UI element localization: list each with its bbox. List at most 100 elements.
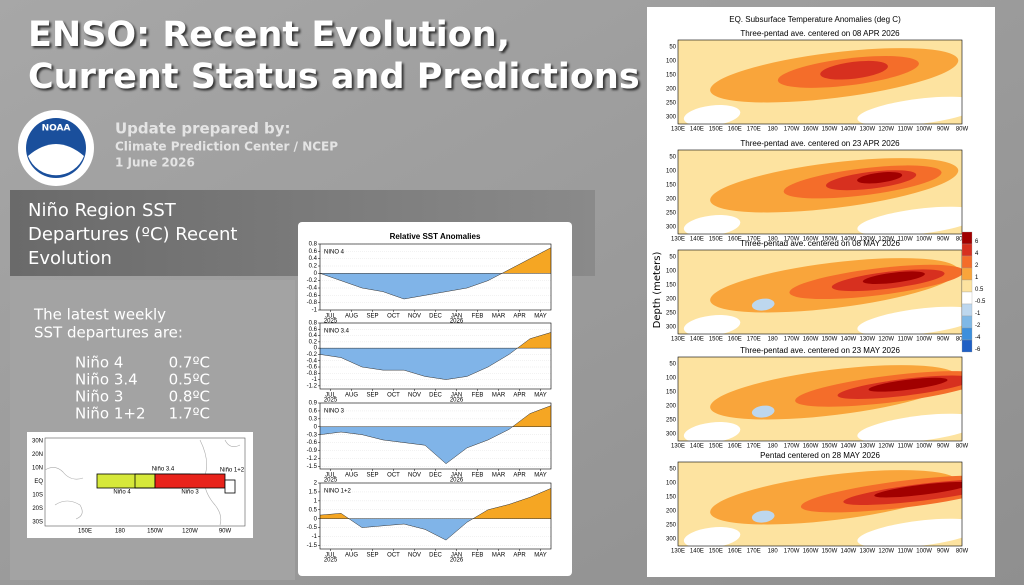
month-label: MAY: [534, 553, 547, 559]
heatmap: [678, 357, 962, 441]
anomaly-line: [319, 332, 552, 380]
lon-tick-label: 150E: [709, 444, 723, 450]
colorbar-cell: [961, 279, 973, 293]
depth-tick-label: 50: [669, 155, 676, 161]
month-label: APR: [513, 314, 526, 320]
lon-tick-label: 120W: [878, 444, 894, 450]
negative-area: [320, 273, 551, 299]
y-tick-label: 0: [314, 346, 318, 352]
y-tick-label: 1.5: [309, 489, 318, 495]
lon-tick-label: 180: [768, 444, 779, 450]
depth-tick-label: 100: [666, 59, 677, 65]
heat-blob: [857, 172, 903, 184]
lon-tick-label: 140W: [841, 549, 857, 555]
heat-blob: [874, 481, 962, 498]
chart-label: NINO 3: [324, 409, 345, 415]
y-tick-label: -0.9: [307, 448, 318, 454]
y-tick-label: 0: [314, 424, 318, 430]
heat-blob: [857, 306, 962, 334]
region-label: Niño 3: [181, 490, 199, 496]
coastline: [44, 439, 241, 526]
lon-tick-label: 100W: [916, 127, 932, 133]
month-label: JUL: [325, 473, 336, 479]
lon-tick-label: 150E: [709, 127, 723, 133]
sst-panel: [298, 222, 572, 576]
heat-blob: [683, 527, 741, 546]
y-tick-label: 0.2: [309, 339, 318, 345]
month-label: SEP: [366, 314, 378, 320]
month-label: DEC: [429, 553, 442, 559]
month-label: JAN: [451, 473, 462, 479]
lat-label: 10N: [32, 466, 43, 472]
heatmap: [678, 40, 962, 124]
lon-tick-label: 170W: [784, 444, 800, 450]
lon-tick-label: 130E: [671, 337, 685, 343]
y-tick-label: 0.9: [309, 401, 318, 407]
lon-tick-label: 180: [768, 337, 779, 343]
plot-frame: [677, 149, 963, 235]
y-tick-label: -0.2: [307, 278, 318, 284]
heat-blob: [857, 96, 962, 124]
lon-tick-label: 170E: [747, 549, 761, 555]
y-tick-label: -0.6: [307, 440, 318, 446]
lon-tick-label: 130W: [859, 337, 875, 343]
lon-tick-label: 160W: [803, 237, 819, 243]
nino-region: [154, 473, 226, 489]
year-label: 2026: [450, 319, 464, 325]
heat-blob: [868, 377, 948, 392]
month-label: MAY: [534, 393, 547, 399]
colorbar-cell: [961, 339, 973, 353]
y-tick-label: 2: [314, 481, 318, 487]
heat-blob: [857, 518, 962, 546]
lon-tick-label: 180: [768, 237, 779, 243]
lon-tick-label: 100W: [916, 237, 932, 243]
month-label: JAN: [451, 553, 462, 559]
y-tick-label: 0.3: [309, 416, 318, 422]
lon-tick-label: 110W: [898, 337, 914, 343]
depth-tick-label: 150: [666, 283, 677, 289]
lon-tick-label: 150W: [822, 337, 838, 343]
lon-tick-label: 130E: [671, 127, 685, 133]
lon-tick-label: 130E: [671, 237, 685, 243]
month-label: MAR: [492, 393, 506, 399]
heatmap: [678, 462, 962, 546]
month-label: OCT: [387, 473, 400, 479]
lon-tick-label: 160E: [728, 237, 742, 243]
colorbar-label: 0.5: [975, 287, 984, 293]
month-label: MAR: [492, 473, 506, 479]
month-label: AUG: [345, 393, 358, 399]
lat-label: 10S: [32, 493, 43, 499]
month-label: FEB: [472, 473, 484, 479]
lon-tick-label: 130E: [671, 444, 685, 450]
month-label: SEP: [366, 393, 378, 399]
lon-tick-label: 150E: [709, 549, 723, 555]
sst-title: Relative SST Anomalies: [390, 232, 481, 241]
panel-title: Three-pentad ave. centered on 23 MAY 202…: [740, 346, 900, 355]
lon-tick-label: 130W: [859, 549, 875, 555]
month-label: JUL: [325, 553, 336, 559]
lon-tick-label: 170W: [784, 237, 800, 243]
chart-label: NINO 3.4: [324, 329, 350, 335]
map-frame: [44, 437, 246, 527]
region-name: Niño 3.4: [75, 371, 138, 389]
month-label: NOV: [408, 473, 421, 479]
depth-label: Depth (meters): [652, 252, 663, 329]
lon-label: 150W: [147, 529, 163, 535]
y-tick-label: -1.5: [307, 464, 318, 470]
depth-tick-label: 250: [666, 311, 677, 317]
y-tick-label: 0.6: [309, 249, 318, 255]
y-tick-label: -0.4: [307, 286, 318, 292]
depth-tick-label: 50: [669, 467, 676, 473]
colorbar-label: -2: [975, 323, 981, 329]
colorbar-label: 1: [975, 275, 979, 281]
month-label: FEB: [472, 314, 484, 320]
colorbar-label: 6: [975, 239, 979, 245]
lon-tick-label: 150W: [822, 549, 838, 555]
y-tick-label: 1: [314, 498, 318, 504]
lon-label: 90W: [219, 529, 232, 535]
depth-tick-label: 300: [666, 115, 677, 121]
lon-tick-label: 160E: [728, 127, 742, 133]
lon-tick-label: 150W: [822, 127, 838, 133]
colorbar-cell: [961, 267, 973, 281]
nino-region: [224, 479, 236, 494]
